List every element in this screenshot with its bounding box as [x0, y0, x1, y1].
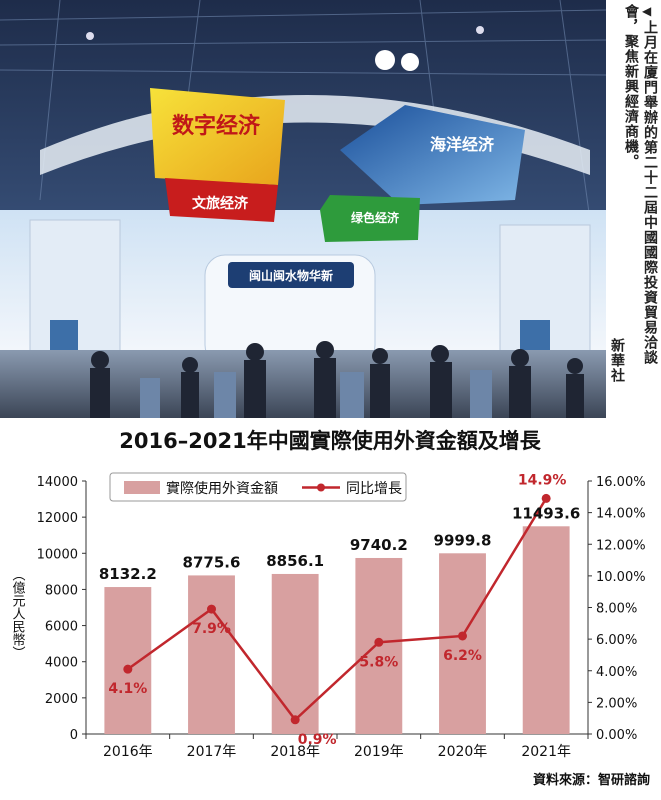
growth-point: [290, 715, 300, 725]
y-tick-label: 10000: [37, 547, 78, 562]
bar-value-label: 8775.6: [183, 553, 241, 571]
caption-line-2: 會，聚焦新興經濟商機。: [623, 4, 639, 169]
chart: 2016–2021年中國實際使用外資金額及增長 實際使用外資金額 同比增長 （億…: [10, 429, 651, 788]
sign-ocean-economy: 海洋经济: [430, 135, 495, 154]
sign-digital-economy: 数字经济: [172, 113, 261, 139]
sign-green-economy: 绿色经济: [351, 210, 400, 225]
y-axis-label: （億元人民幣）: [10, 568, 26, 659]
growth-point: [541, 493, 551, 503]
bar: [522, 526, 570, 734]
bar: [104, 587, 152, 734]
growth-value-label: 7.9%: [192, 621, 231, 637]
x-tick-label: 2020年: [438, 744, 488, 760]
y2-tick-label: 6.00%: [596, 633, 637, 648]
bar-value-label: 8132.2: [99, 565, 157, 583]
chart-container: 2016–2021年中國實際使用外資金額及增長 實際使用外資金額 同比增長 （億…: [0, 418, 661, 800]
legend-line-marker: [317, 483, 325, 492]
caption-arrow: ◀: [642, 4, 652, 18]
photo-credit: 新華社: [609, 338, 625, 383]
y-tick-label: 12000: [37, 511, 78, 526]
sign-culture-tourism: 文旅经济: [192, 195, 249, 212]
growth-point: [458, 631, 467, 641]
x-tick-label: 2017年: [187, 744, 237, 760]
y2-tick-label: 0.00%: [596, 728, 637, 743]
legend-line-label: 同比增長: [346, 481, 402, 497]
x-tick-label: 2016年: [103, 744, 153, 760]
bar-value-label: 11493.6: [512, 504, 580, 522]
caption-line-1: 上月在廈門舉辦的第二十二屆中國國際投資貿易洽談: [642, 20, 658, 365]
booth-sign: 闽山闽水物华新: [249, 268, 333, 283]
y2-tick-label: 10.00%: [596, 570, 646, 585]
growth-value-label: 6.2%: [443, 648, 482, 664]
legend-bar-label: 實際使用外資金額: [166, 480, 278, 497]
y-tick-label: 0: [70, 728, 78, 743]
growth-value-label: 5.8%: [359, 654, 398, 670]
growth-value-label: 0.9%: [298, 732, 337, 748]
bar-value-label: 9999.8: [434, 531, 492, 549]
x-tick-label: 2019年: [354, 744, 404, 760]
legend-box: [109, 472, 407, 502]
growth-point: [123, 664, 133, 674]
y2-tick-label: 8.00%: [596, 602, 637, 617]
y2-tick-label: 16.00%: [596, 475, 646, 490]
y2-tick-label: 12.00%: [596, 538, 646, 553]
bar: [271, 573, 319, 734]
expo-photo: 闽山闽水物华新 数字经济 文旅经济 海洋经济 绿色经济: [0, 0, 606, 418]
bar-value-label: 8856.1: [266, 552, 324, 570]
growth-point: [374, 637, 384, 647]
bar: [439, 553, 486, 734]
bar-value-label: 9740.2: [350, 536, 408, 554]
growth-point: [207, 604, 216, 614]
growth-value-label: 14.9%: [518, 472, 567, 488]
x-tick-label: 2021年: [521, 744, 571, 760]
y-tick-label: 6000: [45, 620, 78, 635]
legend-bar-swatch: [124, 481, 160, 494]
y2-tick-label: 2.00%: [596, 696, 637, 711]
photo-caption: ◀ 上月在廈門舉辦的第二十二屆中國國際投資貿易洽談 會，聚焦新興經濟商機。 新華…: [606, 0, 661, 418]
bar: [188, 575, 235, 734]
y2-tick-label: 14.00%: [596, 507, 646, 522]
y-tick-label: 4000: [45, 656, 78, 671]
y2-tick-label: 4.00%: [596, 665, 637, 680]
y-tick-label: 14000: [37, 475, 78, 490]
x-tick-label: 2018年: [270, 744, 320, 760]
y-tick-label: 8000: [45, 583, 78, 598]
growth-line: [127, 497, 548, 722]
legend: 實際使用外資金額 同比增長: [109, 472, 407, 502]
chart-title: 2016–2021年中國實際使用外資金額及增長: [119, 429, 541, 453]
source-note: 資料來源：智研諮詢: [533, 772, 650, 788]
growth-value-label: 4.1%: [108, 681, 147, 697]
y-tick-label: 2000: [45, 692, 78, 707]
